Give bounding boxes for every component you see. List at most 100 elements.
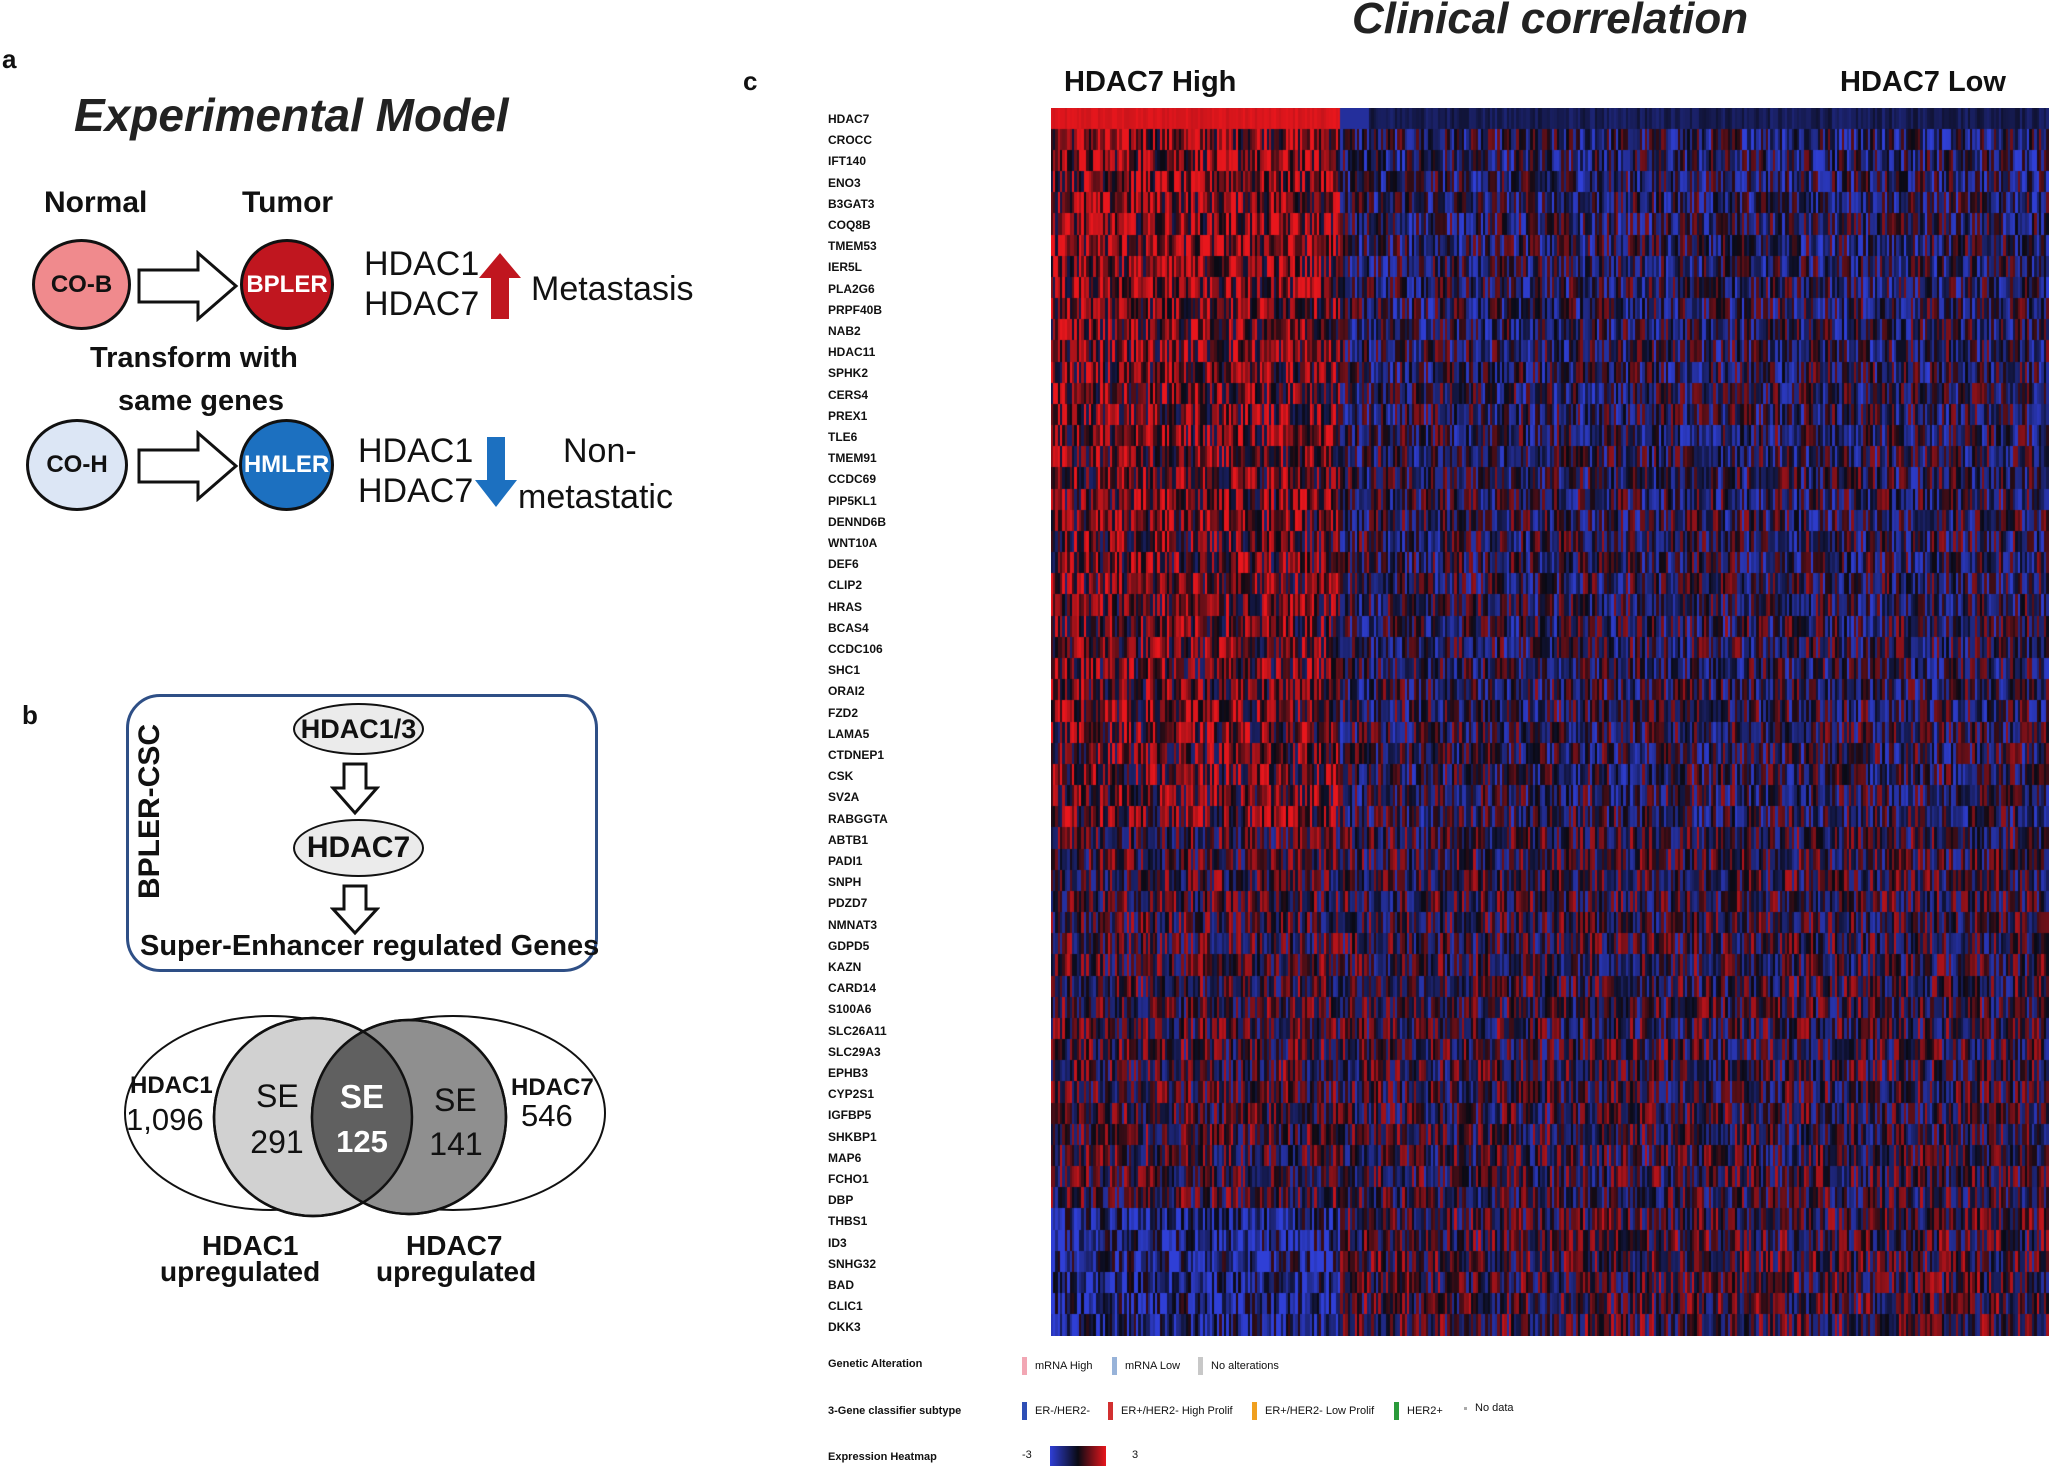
gene-label: CROCC — [828, 133, 872, 148]
legend-expression-max: 3 — [1132, 1449, 1139, 1461]
gene-label: EPHB3 — [828, 1066, 869, 1080]
gene-label: NAB2 — [828, 324, 861, 338]
hdac7-node-label: HDAC7 — [306, 831, 411, 864]
gene-label: CYP2S1 — [828, 1087, 875, 1102]
down-arrow-icon — [475, 437, 517, 507]
gene-label: CARD14 — [828, 981, 877, 996]
gene-label: HDAC7 — [828, 112, 870, 126]
caption-hdac1: HDAC1 — [202, 1230, 299, 1261]
panel-b-letter: b — [22, 700, 38, 730]
gene-label: B3GAT3 — [828, 196, 875, 211]
co-b-label: CO-B — [50, 270, 113, 298]
legend-er-neg: ER-/HER2- — [1022, 1402, 1090, 1420]
gene-label: DKK3 — [828, 1320, 861, 1335]
mrna-high-swatch — [1022, 1357, 1027, 1375]
venn-center-se-label: SE — [339, 1078, 385, 1115]
expression-heatmap — [1051, 108, 2049, 1336]
gene-label: IFT140 — [828, 154, 867, 169]
heatmap-header-low: HDAC7 Low — [1840, 66, 2006, 98]
gene-label: ABTB1 — [828, 832, 869, 847]
gene-label: LAMA5 — [828, 726, 870, 741]
er-neg-text: ER-/HER2- — [1035, 1405, 1091, 1417]
gene-label: IGFBP5 — [828, 1108, 872, 1123]
hdac1-se-circle — [212, 1016, 414, 1218]
gene-label: FCHO1 — [828, 1172, 869, 1186]
panel-a-letter: a — [2, 44, 17, 74]
gene-label: TLE6 — [828, 430, 858, 444]
co-h-label: CO-H — [46, 451, 108, 478]
gene-label: SPHK2 — [828, 366, 869, 381]
gene-label: COQ8B — [828, 218, 871, 232]
legend-genetic-alteration-label: Genetic Alteration — [828, 1358, 923, 1370]
gene-label: NMNAT3 — [828, 917, 878, 932]
legend-mrna-low: mRNA Low — [1112, 1357, 1180, 1375]
caption-hdac1-upregulated: upregulated — [160, 1256, 321, 1287]
legend-high-prolif: ER+/HER2- High Prolif — [1108, 1402, 1233, 1420]
gene-label: PIP5KL1 — [828, 493, 877, 508]
gene-label: MAP6 — [828, 1150, 862, 1165]
expression-color-bar — [1050, 1446, 1106, 1466]
no-data-text: No data — [1475, 1402, 1514, 1414]
row2-outcome-1: Non- — [563, 432, 637, 470]
up-arrow-icon — [479, 253, 521, 319]
gene-label: PRPF40B — [828, 302, 883, 317]
gene-label: CSK — [828, 769, 854, 784]
mrna-low-text: mRNA Low — [1125, 1360, 1181, 1372]
gene-label: HDAC11 — [828, 345, 876, 360]
gene-label: PDZD7 — [828, 896, 868, 911]
row1-arrow-icon — [137, 250, 239, 322]
row1-gene-1: HDAC1 — [364, 245, 480, 283]
venn-hdac1-label: HDAC1 — [130, 1072, 213, 1099]
gene-label: SNPH — [828, 875, 862, 890]
venn-hdac7-value: 546 — [521, 1098, 573, 1133]
row2-gene-1: HDAC1 — [358, 432, 474, 470]
high-prolif-text: ER+/HER2- High Prolif — [1121, 1405, 1233, 1417]
legend-low-prolif: ER+/HER2- Low Prolif — [1252, 1402, 1374, 1420]
gene-label: SV2A — [828, 790, 860, 805]
hdac7-se-circle — [310, 1018, 508, 1216]
panel-c-letter: c — [743, 66, 758, 96]
gene-label: ORAI2 — [828, 684, 865, 699]
panel-a-title: Experimental Model — [74, 89, 509, 141]
tumor-label: Tumor — [242, 186, 334, 219]
hdac13-node: HDAC1/3 — [293, 703, 424, 755]
gene-label: ENO3 — [828, 175, 861, 190]
legend-expression-min: -3 — [1022, 1449, 1032, 1461]
gene-label: IER5L — [828, 260, 863, 275]
gene-label: CCDC106 — [828, 642, 883, 656]
gene-label: CLIP2 — [828, 578, 863, 593]
gene-label: THBS1 — [828, 1214, 868, 1229]
gene-label: S100A6 — [828, 1002, 872, 1017]
super-enhancer-label: Super-Enhancer regulated Genes — [140, 930, 600, 962]
heatmap-header-high: HDAC7 High — [1064, 66, 1237, 98]
gene-label: HRAS — [828, 599, 863, 614]
gene-label: PADI1 — [828, 854, 863, 868]
hmler-circle: HMLER — [239, 419, 334, 511]
co-b-circle: CO-B — [32, 239, 131, 330]
row1-outcome: Metastasis — [531, 270, 694, 308]
legend-classifier-label: 3-Gene classifier subtype — [828, 1405, 962, 1417]
high-prolif-swatch — [1108, 1402, 1113, 1420]
row2-gene-2: HDAC7 — [358, 472, 474, 510]
gene-label: TMEM53 — [828, 239, 877, 254]
legend-expression-label: Expression Heatmap — [828, 1451, 937, 1463]
gene-label: SLC26A11 — [828, 1023, 887, 1038]
her2-text: HER2+ — [1407, 1405, 1443, 1417]
flow-arrow-1-icon — [330, 762, 380, 816]
gene-label: CCDC69 — [828, 472, 877, 487]
hmler-label: HMLER — [243, 451, 330, 478]
no-alterations-text: No alterations — [1211, 1360, 1279, 1372]
venn-hdac7-label: HDAC7 — [511, 1074, 594, 1101]
gene-label: BAD — [828, 1278, 854, 1292]
co-h-circle: CO-H — [26, 419, 128, 511]
gene-label: WNT10A — [828, 536, 878, 550]
venn-right-se-value: 141 — [429, 1126, 483, 1162]
legend-mrna-high: mRNA High — [1022, 1357, 1092, 1375]
gene-label: ID3 — [828, 1235, 847, 1250]
normal-label: Normal — [44, 186, 148, 219]
gene-label: FZD2 — [828, 705, 858, 720]
panel-c-title: Clinical correlation — [1352, 0, 1749, 43]
gene-label: TMEM91 — [828, 451, 877, 466]
row2-outcome-2: metastatic — [518, 478, 673, 516]
gene-label: KAZN — [828, 960, 862, 974]
